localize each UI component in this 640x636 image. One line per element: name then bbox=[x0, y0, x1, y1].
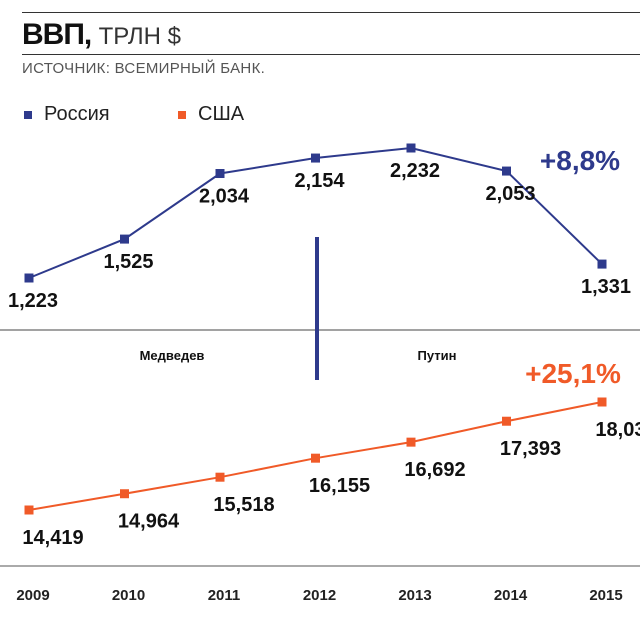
legend-russia-label: Россия bbox=[44, 103, 110, 125]
usa-value-2009: 14,419 bbox=[22, 527, 83, 549]
usa-swatch bbox=[178, 110, 186, 119]
usa-value-2011: 15,518 bbox=[213, 494, 274, 516]
usa-point-2011 bbox=[215, 472, 225, 482]
x-tick-2009: 2009 bbox=[16, 587, 49, 604]
legend-russia: Россия bbox=[24, 103, 110, 126]
usa-value-2010: 14,964 bbox=[118, 511, 180, 533]
russia-series: 1,223 1,525 2,034 2,154 2,232 2,053 1,331 bbox=[8, 143, 631, 312]
russia-point-2011 bbox=[215, 169, 225, 179]
x-tick-2011: 2011 bbox=[208, 587, 241, 604]
x-tick-2014: 2014 bbox=[494, 587, 528, 604]
title-text: ВВП, bbox=[22, 18, 92, 51]
top-rule bbox=[22, 12, 640, 13]
usa-value-2014: 17,393 bbox=[500, 438, 561, 460]
usa-point-2012 bbox=[311, 453, 320, 463]
russia-swatch bbox=[24, 110, 32, 119]
russia-point-2010 bbox=[120, 234, 129, 244]
russia-point-2009 bbox=[24, 273, 34, 283]
chart-title: ВВП, ТРЛН $ bbox=[22, 18, 181, 52]
usa-point-2013 bbox=[406, 437, 416, 447]
legend-usa-label: США bbox=[198, 103, 245, 125]
russia-value-2013: 2,232 bbox=[390, 160, 440, 182]
x-tick-2012: 2012 bbox=[303, 587, 336, 604]
x-axis: 2009 2010 2011 2012 2013 2014 2015 bbox=[0, 565, 640, 604]
era-medvedev-label: Медведев bbox=[140, 348, 205, 363]
title-rule bbox=[22, 54, 640, 55]
russia-change-label: +8,8% bbox=[540, 145, 620, 176]
russia-value-2009: 1,223 bbox=[8, 290, 58, 312]
russia-value-2014: 2,053 bbox=[485, 183, 535, 205]
legend-usa: США bbox=[178, 103, 244, 126]
russia-point-2013 bbox=[406, 143, 416, 153]
usa-change-label: +25,1% bbox=[525, 358, 621, 389]
source-note: ИСТОЧНИК: ВСЕМИРНЫЙ БАНК. bbox=[22, 60, 266, 77]
usa-value-2015: 18,037 bbox=[595, 419, 640, 441]
russia-point-2015 bbox=[597, 259, 607, 269]
usa-value-2013: 16,692 bbox=[404, 459, 465, 481]
usa-value-2012: 16,155 bbox=[309, 475, 370, 497]
x-tick-2015: 2015 bbox=[589, 587, 622, 604]
usa-point-2010 bbox=[120, 489, 129, 499]
russia-value-2012: 2,154 bbox=[294, 170, 345, 192]
usa-series: 14,419 14,964 15,518 16,155 16,692 17,393 18,0… bbox=[22, 397, 640, 549]
russia-value-2010: 1,525 bbox=[103, 251, 153, 273]
russia-point-2014 bbox=[502, 166, 511, 176]
usa-point-2009 bbox=[24, 505, 34, 515]
usa-point-2015 bbox=[597, 397, 607, 407]
era-putin-label: Путин bbox=[418, 348, 457, 363]
usa-point-2014 bbox=[502, 416, 511, 426]
russia-value-2015: 1,331 bbox=[581, 276, 631, 298]
russia-value-2011: 2,034 bbox=[199, 186, 250, 208]
title-unit: ТРЛН $ bbox=[98, 23, 181, 50]
x-tick-2013: 2013 bbox=[398, 587, 431, 604]
x-tick-2010: 2010 bbox=[112, 587, 145, 604]
russia-point-2012 bbox=[311, 153, 320, 163]
